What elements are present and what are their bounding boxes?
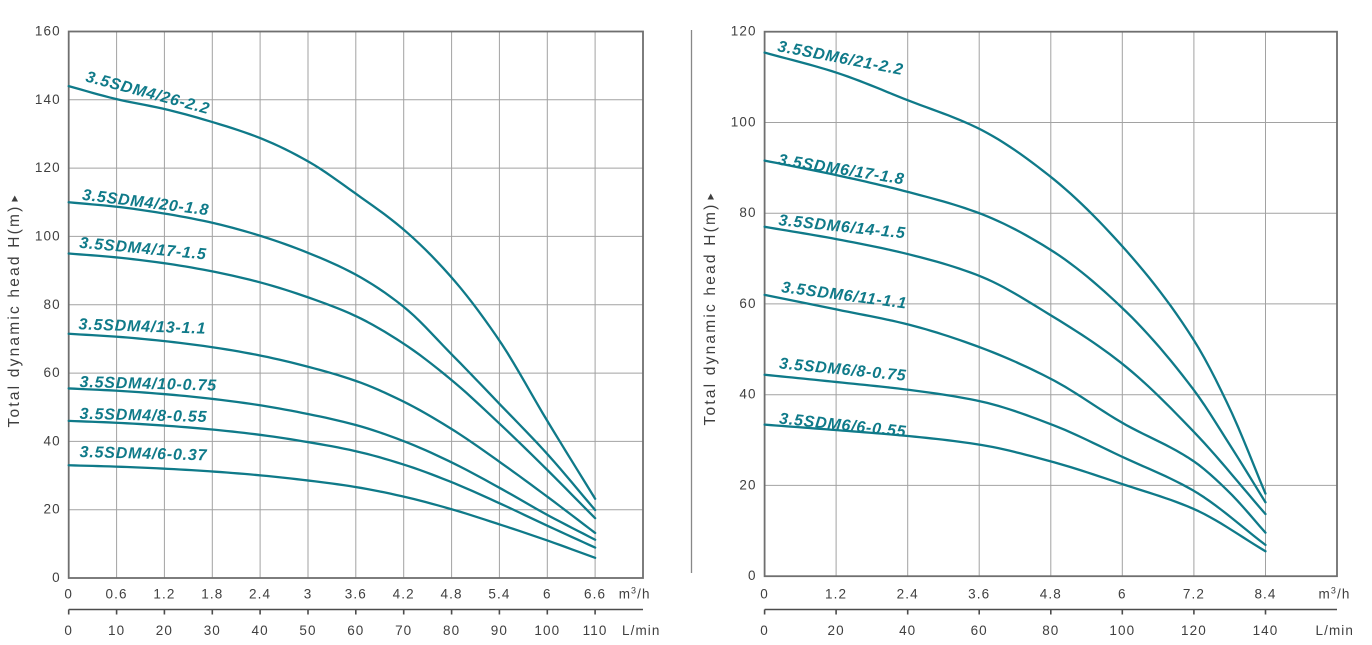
- svg-text:Total dynamic head H(m): Total dynamic head H(m): [6, 205, 23, 428]
- svg-text:m3/h: m3/h: [1319, 586, 1351, 602]
- svg-text:3.5SDM4/13-1.1: 3.5SDM4/13-1.1: [78, 316, 206, 337]
- svg-text:90: 90: [491, 623, 508, 638]
- svg-text:3.5SDM4/10-0.75: 3.5SDM4/10-0.75: [79, 374, 217, 395]
- svg-text:60: 60: [739, 296, 756, 311]
- svg-text:3: 3: [304, 587, 313, 602]
- svg-text:140: 140: [35, 92, 61, 107]
- svg-text:100: 100: [1109, 623, 1135, 638]
- svg-text:80: 80: [443, 623, 460, 638]
- svg-text:0.6: 0.6: [106, 587, 128, 602]
- svg-text:Total dynamic head H(m): Total dynamic head H(m): [702, 203, 719, 426]
- svg-text:0: 0: [760, 623, 769, 638]
- svg-text:20: 20: [827, 623, 844, 638]
- svg-text:160: 160: [35, 24, 61, 39]
- svg-text:0: 0: [64, 623, 73, 638]
- svg-text:6: 6: [543, 587, 552, 602]
- svg-text:100: 100: [35, 228, 61, 243]
- svg-text:110: 110: [583, 623, 608, 638]
- svg-text:100: 100: [534, 623, 560, 638]
- svg-text:1.8: 1.8: [201, 587, 223, 602]
- svg-text:80: 80: [739, 205, 756, 220]
- svg-text:70: 70: [395, 623, 412, 638]
- svg-text:100: 100: [731, 115, 757, 130]
- svg-text:10: 10: [108, 623, 125, 638]
- svg-text:6.6: 6.6: [584, 587, 606, 602]
- svg-text:L/min: L/min: [1316, 623, 1355, 638]
- svg-text:5.4: 5.4: [488, 587, 510, 602]
- svg-text:60: 60: [43, 365, 60, 380]
- svg-text:0: 0: [760, 587, 769, 602]
- svg-text:2.4: 2.4: [897, 587, 919, 602]
- svg-text:4.8: 4.8: [1040, 587, 1062, 602]
- svg-text:m3/h: m3/h: [619, 586, 651, 602]
- svg-text:60: 60: [971, 623, 988, 638]
- svg-text:20: 20: [43, 502, 60, 517]
- svg-text:1.2: 1.2: [825, 587, 847, 602]
- svg-text:3.5SDM4/6-0.37: 3.5SDM4/6-0.37: [79, 444, 207, 464]
- svg-text:3.5SDM4/8-0.55: 3.5SDM4/8-0.55: [79, 406, 207, 426]
- svg-text:50: 50: [299, 623, 316, 638]
- svg-text:3.6: 3.6: [968, 587, 990, 602]
- svg-text:3.6: 3.6: [345, 587, 367, 602]
- svg-text:40: 40: [899, 623, 916, 638]
- svg-text:4.2: 4.2: [393, 587, 415, 602]
- svg-text:L/min: L/min: [622, 623, 661, 638]
- svg-text:80: 80: [43, 297, 60, 312]
- svg-text:140: 140: [1253, 623, 1279, 638]
- svg-text:2.4: 2.4: [249, 587, 271, 602]
- svg-text:8.4: 8.4: [1254, 587, 1276, 602]
- svg-text:60: 60: [347, 623, 364, 638]
- svg-text:7.2: 7.2: [1183, 587, 1205, 602]
- svg-text:40: 40: [251, 623, 268, 638]
- svg-text:1.2: 1.2: [153, 587, 175, 602]
- svg-text:4.8: 4.8: [441, 587, 463, 602]
- svg-text:6: 6: [1118, 587, 1127, 602]
- svg-text:30: 30: [204, 623, 221, 638]
- svg-text:0: 0: [64, 587, 73, 602]
- svg-text:40: 40: [739, 387, 756, 402]
- svg-text:120: 120: [731, 24, 757, 39]
- svg-text:0: 0: [52, 570, 61, 585]
- svg-text:40: 40: [43, 433, 60, 448]
- svg-text:120: 120: [1181, 623, 1207, 638]
- svg-text:120: 120: [35, 160, 61, 175]
- svg-text:20: 20: [156, 623, 173, 638]
- svg-text:0: 0: [748, 568, 757, 583]
- svg-text:20: 20: [739, 477, 756, 492]
- svg-text:80: 80: [1042, 623, 1059, 638]
